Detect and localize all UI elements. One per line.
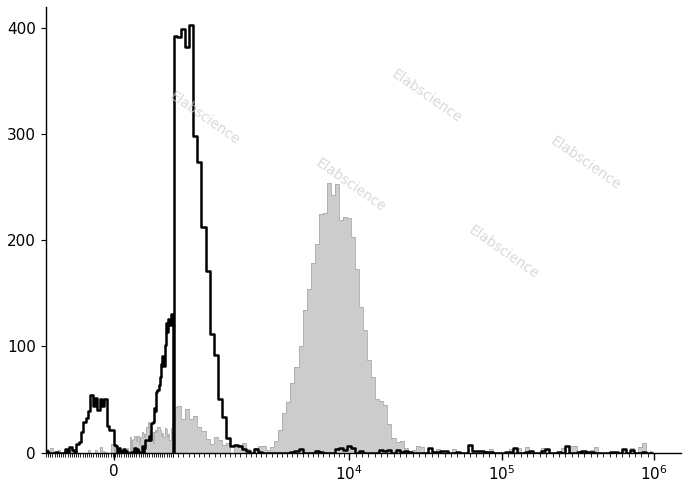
Text: Elabscience: Elabscience — [466, 223, 541, 281]
Text: Elabscience: Elabscience — [548, 134, 623, 192]
Text: Elabscience: Elabscience — [389, 67, 464, 125]
Text: Elabscience: Elabscience — [313, 156, 388, 215]
Text: Elabscience: Elabscience — [167, 89, 242, 147]
